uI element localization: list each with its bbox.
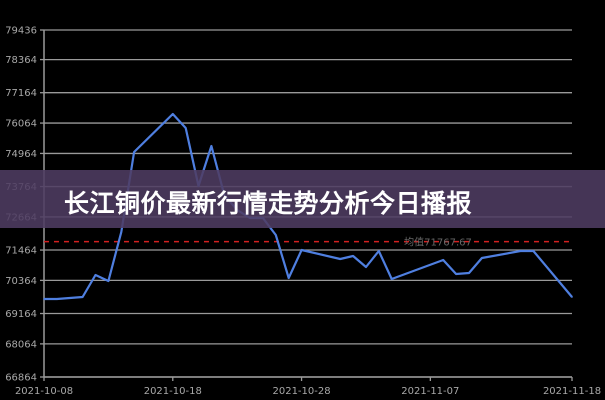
y-tick-label: 69164 xyxy=(5,309,37,320)
data-point xyxy=(133,151,135,153)
data-point xyxy=(275,234,277,236)
data-point xyxy=(378,250,380,252)
data-point xyxy=(339,258,341,260)
data-point xyxy=(120,231,123,233)
title-banner xyxy=(0,170,605,228)
x-tick-label: 2021-11-07 xyxy=(401,386,459,397)
x-tick-label: 2021-10-08 xyxy=(15,386,73,397)
data-point xyxy=(442,259,445,261)
data-point xyxy=(94,274,97,276)
data-point xyxy=(287,277,290,279)
data-point xyxy=(390,278,393,280)
data-point xyxy=(365,266,367,268)
y-tick-label: 66864 xyxy=(5,373,37,384)
y-tick-label: 78364 xyxy=(5,55,37,66)
mean-line-label: 均值71767.67 xyxy=(404,236,472,249)
y-tick-label: 79436 xyxy=(5,26,37,37)
data-point xyxy=(532,250,535,252)
data-point xyxy=(519,250,522,252)
y-tick-label: 76064 xyxy=(5,119,37,130)
x-tick-label: 2021-10-28 xyxy=(272,386,330,397)
y-tick-label: 70364 xyxy=(5,276,37,287)
data-point xyxy=(300,249,303,251)
data-point xyxy=(56,298,58,300)
y-tick-label: 77164 xyxy=(5,88,37,99)
data-point xyxy=(571,296,573,298)
data-point xyxy=(210,145,213,147)
data-point xyxy=(107,280,110,282)
data-point xyxy=(171,113,174,115)
data-point xyxy=(352,255,354,257)
data-point xyxy=(468,272,470,274)
y-tick-label: 74964 xyxy=(5,149,37,160)
data-point xyxy=(455,273,457,275)
data-point xyxy=(43,298,45,300)
data-point xyxy=(184,127,187,129)
x-tick-label: 2021-10-18 xyxy=(144,386,202,397)
data-point xyxy=(481,257,483,259)
data-point xyxy=(81,296,84,298)
x-tick-label: 2021-11-18 xyxy=(543,386,601,397)
banner-title: 长江铜价最新行情走势分析今日播报 xyxy=(64,189,473,218)
y-tick-label: 68064 xyxy=(5,339,37,350)
y-tick-label: 71464 xyxy=(5,246,37,257)
